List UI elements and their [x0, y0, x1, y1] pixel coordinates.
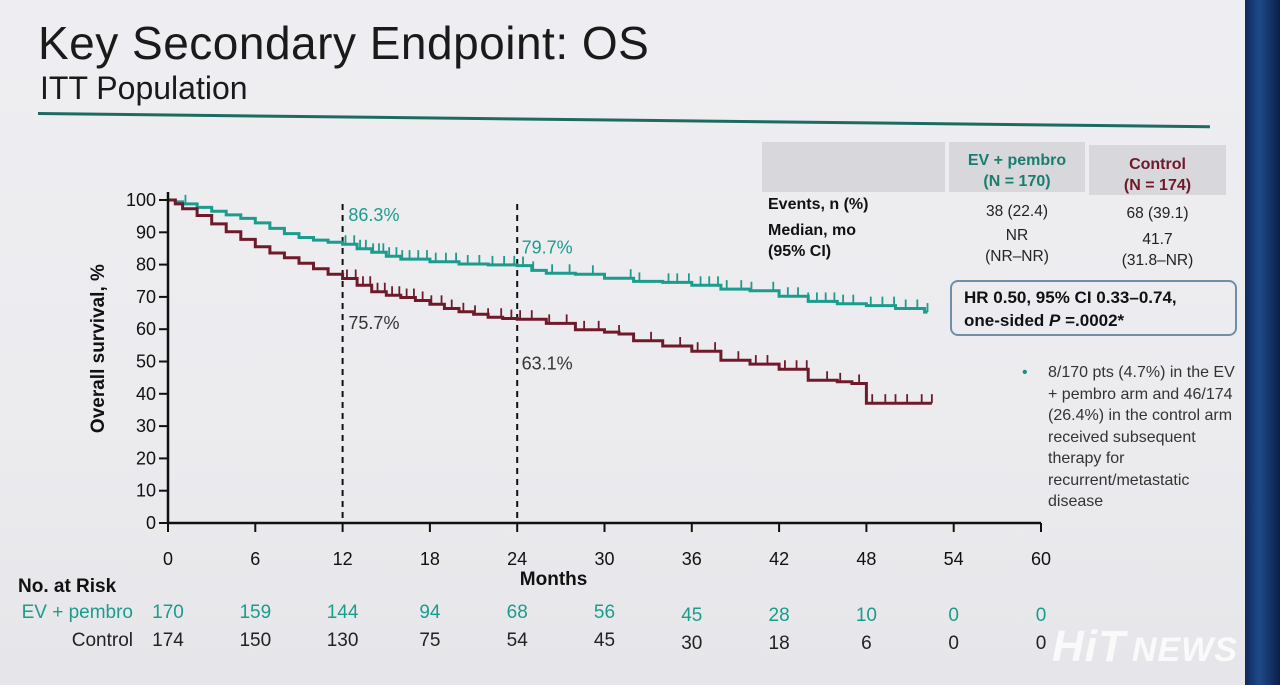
y-tick-label-60: 60	[136, 319, 156, 339]
stats-header-ev-bg	[949, 142, 1085, 192]
stats-header-ev: EV + pembro (N = 170)	[949, 150, 1085, 192]
risk-table-title: No. at Risk	[18, 576, 117, 597]
risk-value-0-1: 159	[239, 602, 271, 623]
y-tick-label-80: 80	[136, 255, 156, 275]
risk-table: No. at Risk EV + pembro 170 159 144 94 68 56 45 2…	[18, 576, 1046, 654]
hazard-ratio-box: HR 0.50, 95% CI 0.33–0.74, one-sided P =…	[950, 280, 1237, 336]
series-line-ev-pembro	[168, 198, 928, 314]
risk-value-1-5: 45	[594, 630, 615, 651]
x-tick-label-0: 0	[163, 549, 173, 569]
hr-p-symbol: P	[1049, 311, 1061, 330]
risk-value-0-3: 94	[419, 602, 441, 623]
risk-value-0-8: 10	[856, 605, 877, 626]
stats-header-control-bg	[1089, 145, 1226, 195]
stats-median-control-ci: (31.8–NR)	[1121, 252, 1194, 269]
stats-header-ev-name: EV + pembro	[967, 152, 1067, 169]
stats-header-ev-n: (N = 170)	[983, 173, 1051, 190]
risk-value-0-7: 28	[769, 605, 790, 626]
risk-value-1-10: 0	[1036, 633, 1047, 654]
y-tick-label-40: 40	[136, 384, 156, 404]
risk-row-label-0: EV + pembro	[22, 602, 133, 623]
stats-events-ev: 38 (22.4)	[985, 203, 1049, 220]
y-tick-label-100: 100	[126, 190, 156, 210]
hr-line2-prefix: one-sided	[964, 311, 1050, 330]
watermark-logo: HiT NEWS	[1052, 622, 1238, 672]
annotation-3: 63.1%	[522, 354, 573, 374]
x-tick-label-36: 36	[682, 549, 702, 569]
annotation-1: 79.7%	[522, 237, 573, 257]
stats-median-control-value: 41.7	[1142, 231, 1173, 248]
risk-value-1-0: 174	[152, 630, 184, 651]
y-tick-label-70: 70	[136, 287, 156, 307]
stats-median-control: 41.7 (31.8–NR)	[1089, 229, 1226, 271]
axes: 0 10 20 30 40 50 60 70 80 90 100 0 6 12 18 24 30 36 42 48 54…	[88, 190, 1051, 590]
annotation-2: 75.7%	[348, 313, 399, 333]
hr-p-value: =.0002*	[1060, 311, 1125, 330]
risk-value-1-1: 150	[239, 630, 271, 651]
stats-header-control-name: Control	[1129, 156, 1186, 173]
stats-header-blank	[762, 142, 945, 192]
slide-title: Key Secondary Endpoint: OS	[38, 17, 650, 69]
y-tick-label-30: 30	[136, 416, 156, 436]
stats-events-control: 68 (39.1)	[1126, 205, 1189, 222]
watermark-main: HiT	[1052, 622, 1126, 671]
risk-value-1-9: 0	[948, 633, 959, 654]
risk-value-0-0: 170	[152, 602, 184, 623]
stats-median-label-line1: Median, mo	[768, 222, 857, 239]
risk-row-label-1: Control	[72, 630, 133, 651]
y-tick-label-50: 50	[136, 352, 156, 372]
series-line-control	[168, 198, 932, 405]
risk-value-0-9: 0	[948, 605, 959, 626]
y-axis-label: Overall survival, %	[88, 264, 109, 433]
stats-median-ev-value: NR	[1005, 227, 1029, 244]
landmark-lines	[341, 204, 519, 523]
slide-subtitle: ITT Population	[40, 70, 248, 106]
x-tick-label-48: 48	[856, 549, 876, 569]
x-tick-label-18: 18	[420, 549, 440, 569]
footnote-text: 8/170 pts (4.7%) in the EV + pembro arm …	[1048, 364, 1235, 510]
annotation-0: 86.3%	[348, 205, 399, 225]
stats-row-median-label: Median, mo (95% CI)	[768, 220, 856, 262]
x-tick-label-12: 12	[333, 549, 353, 569]
y-tick-label-90: 90	[136, 222, 156, 242]
x-tick-label-42: 42	[769, 549, 789, 569]
risk-value-1-7: 18	[769, 633, 790, 654]
x-axis-label: Months	[520, 569, 588, 590]
stats-median-ev-ci: (NR–NR)	[985, 248, 1049, 265]
background-strip	[1245, 0, 1280, 685]
risk-value-0-2: 144	[327, 602, 359, 623]
x-tick-label-24: 24	[507, 549, 527, 569]
risk-value-1-2: 130	[327, 630, 359, 651]
y-tick-label-0: 0	[146, 513, 156, 533]
risk-value-0-10: 0	[1036, 605, 1047, 626]
risk-value-0-4: 68	[507, 602, 528, 623]
x-tick-label-54: 54	[944, 549, 964, 569]
watermark-sub: NEWS	[1131, 631, 1238, 669]
slide: Key Secondary Endpoint: OS ITT Populatio…	[0, 0, 1245, 685]
y-tick-label-20: 20	[136, 448, 156, 468]
bullet-icon: •	[1022, 364, 1028, 381]
stats-header-control: Control (N = 174)	[1089, 154, 1226, 196]
risk-value-1-8: 6	[861, 633, 872, 654]
km-curves	[168, 194, 933, 405]
x-tick-label-60: 60	[1031, 549, 1051, 569]
stats-median-ev: NR (NR–NR)	[949, 225, 1085, 267]
risk-value-0-5: 56	[594, 602, 615, 623]
risk-value-1-6: 30	[681, 633, 702, 654]
stats-header-control-n: (N = 174)	[1123, 177, 1192, 194]
risk-value-0-6: 45	[681, 605, 702, 626]
stats-row-events-label: Events, n (%)	[768, 196, 869, 213]
x-tick-label-30: 30	[594, 549, 614, 569]
stats-median-label-line2: (95% CI)	[768, 243, 832, 260]
x-tick-label-6: 6	[250, 549, 260, 569]
y-tick-label-10: 10	[136, 481, 156, 501]
annotations: 86.3% 79.7% 75.7% 63.1%	[348, 205, 572, 374]
risk-value-1-3: 75	[419, 630, 440, 651]
hazard-ratio-line1: HR 0.50, 95% CI 0.33–0.74,	[964, 288, 1177, 307]
risk-value-1-4: 54	[507, 630, 529, 651]
hazard-ratio-line2: one-sided P =.0002*	[964, 309, 1223, 332]
